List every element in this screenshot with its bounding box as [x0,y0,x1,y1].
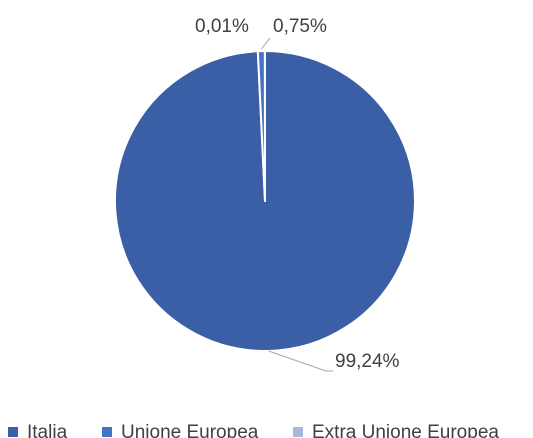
leader-line-unione-europea [260,37,271,50]
pie-slices [114,49,416,352]
legend: Italia Unione Europea Extra Unione Europ… [8,422,499,438]
legend-swatch-extra-unione-europea [293,427,303,437]
legend-item-italia: Italia [8,422,68,438]
data-label-unione-europea: 0,75% [273,16,327,37]
data-label-italia: 99,24% [335,351,400,372]
data-label-extra-unione-europea: 0,01% [195,16,249,37]
leader-lines [260,37,333,372]
legend-item-unione-europea: Unione Europea [102,422,259,438]
legend-swatch-italia [8,427,18,437]
data-labels: 99,24% 0,75% 0,01% [195,16,400,372]
legend-label-extra-unione-europea: Extra Unione Europea [312,422,499,438]
legend-label-italia: Italia [27,422,68,438]
legend-item-extra-unione-europea: Extra Unione Europea [293,422,499,438]
legend-swatch-unione-europea [102,427,112,437]
leader-line-italia [268,350,333,372]
legend-label-unione-europea: Unione Europea [121,422,259,438]
